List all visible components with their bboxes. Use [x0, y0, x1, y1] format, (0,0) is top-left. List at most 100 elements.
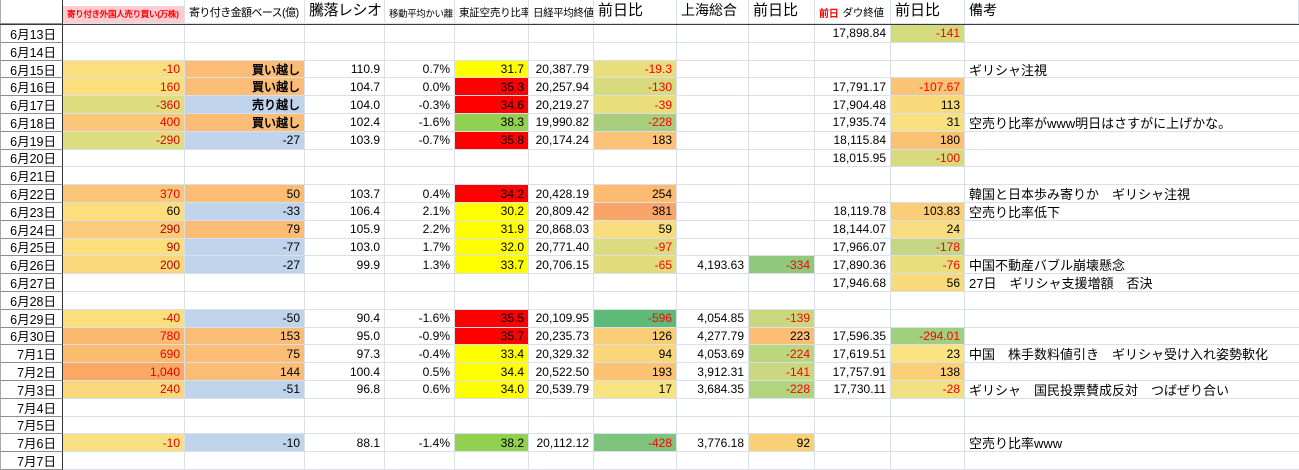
cell-short[interactable]: 38.2 [455, 434, 529, 453]
cell-dow[interactable] [815, 398, 891, 417]
cell-dow_chg[interactable]: -100 [891, 149, 965, 168]
cell-nikkei_chg[interactable] [594, 291, 677, 310]
cell-memo[interactable] [965, 399, 1299, 417]
cell-ma[interactable]: 0.4% [385, 185, 455, 203]
cell-nikkei_chg[interactable]: 126 [594, 327, 677, 346]
cell-shanghai_chg[interactable] [749, 96, 815, 114]
header-cell-dow[interactable]: 前日 ダウ終値 [815, 0, 891, 24]
cell-shanghai_chg[interactable]: -334 [749, 256, 815, 275]
cell-amount[interactable] [185, 274, 305, 292]
cell-amount[interactable]: 買い越し [185, 113, 305, 132]
cell-dow[interactable]: 17,619.51 [815, 345, 891, 364]
cell-shanghai_chg[interactable] [749, 202, 815, 221]
cell-memo[interactable] [965, 25, 1299, 43]
cell-dow[interactable] [815, 452, 891, 470]
cell-shanghai_chg[interactable]: -139 [749, 309, 815, 328]
cell-foreign[interactable] [63, 274, 185, 292]
cell-date[interactable]: 6月23日 [0, 202, 63, 221]
cell-memo[interactable] [965, 328, 1299, 346]
cell-short[interactable] [455, 416, 529, 435]
cell-ma[interactable]: -0.9% [385, 327, 455, 346]
cell-amount[interactable] [185, 149, 305, 168]
header-cell-dow_chg[interactable]: 前日比 [891, 0, 965, 24]
cell-nikkei_chg[interactable] [594, 149, 677, 168]
cell-date[interactable]: 6月30日 [0, 327, 63, 346]
cell-nikkei_chg[interactable]: -97 [594, 238, 677, 257]
header-cell-shanghai[interactable]: 上海総合 [677, 0, 749, 24]
cell-nikkei[interactable]: 20,387.79 [529, 60, 594, 79]
cell-ma[interactable] [385, 452, 455, 470]
cell-foreign[interactable]: 370 [63, 185, 185, 203]
cell-date[interactable]: 7月1日 [0, 345, 63, 364]
header-cell-amount[interactable]: 寄り付き金額ベース(億) [185, 0, 305, 24]
cell-dow[interactable]: 17,904.48 [815, 96, 891, 114]
cell-short[interactable]: 35.3 [455, 78, 529, 97]
cell-nikkei[interactable]: 20,868.03 [529, 220, 594, 239]
cell-amount[interactable]: -50 [185, 309, 305, 328]
cell-ma[interactable]: -0.3% [385, 96, 455, 114]
cell-shanghai_chg[interactable] [749, 149, 815, 168]
cell-short[interactable]: 34.2 [455, 185, 529, 203]
cell-dow_chg[interactable] [891, 60, 965, 79]
cell-shanghai[interactable] [677, 452, 749, 470]
cell-amount[interactable] [185, 416, 305, 435]
cell-ma[interactable] [385, 25, 455, 43]
header-cell-nikkei_chg[interactable]: 前日比 [594, 0, 677, 24]
cell-nikkei[interactable] [529, 416, 594, 435]
cell-ratio[interactable]: 88.1 [305, 434, 385, 453]
cell-ratio[interactable]: 104.7 [305, 78, 385, 97]
cell-shanghai[interactable]: 4,053.69 [677, 345, 749, 364]
cell-date[interactable]: 6月26日 [0, 256, 63, 275]
cell-shanghai[interactable] [677, 220, 749, 239]
cell-dow_chg[interactable]: -178 [891, 238, 965, 257]
cell-nikkei_chg[interactable] [594, 398, 677, 417]
cell-shanghai[interactable] [677, 149, 749, 168]
cell-dow[interactable] [815, 291, 891, 310]
cell-nikkei_chg[interactable] [594, 274, 677, 292]
cell-shanghai_chg[interactable] [749, 60, 815, 79]
cell-short[interactable]: 31.7 [455, 60, 529, 79]
cell-shanghai_chg[interactable] [749, 274, 815, 292]
cell-foreign[interactable] [63, 25, 185, 43]
cell-foreign[interactable] [63, 452, 185, 470]
cell-shanghai_chg[interactable]: -224 [749, 345, 815, 364]
cell-date[interactable]: 6月13日 [0, 25, 63, 43]
cell-nikkei_chg[interactable]: -19.3 [594, 60, 677, 79]
cell-foreign[interactable]: 290 [63, 220, 185, 239]
cell-shanghai[interactable] [677, 398, 749, 417]
cell-dow_chg[interactable] [891, 452, 965, 470]
cell-amount[interactable] [185, 25, 305, 43]
cell-short[interactable]: 33.4 [455, 345, 529, 364]
cell-date[interactable]: 6月20日 [0, 149, 63, 168]
cell-ma[interactable] [385, 167, 455, 186]
cell-ratio[interactable] [305, 25, 385, 43]
cell-nikkei_chg[interactable]: -596 [594, 309, 677, 328]
cell-nikkei[interactable]: 20,109.95 [529, 309, 594, 328]
cell-short[interactable] [455, 42, 529, 61]
cell-foreign[interactable] [63, 167, 185, 186]
cell-ma[interactable]: -0.4% [385, 345, 455, 364]
cell-nikkei_chg[interactable]: -130 [594, 78, 677, 97]
cell-short[interactable]: 35.8 [455, 131, 529, 150]
cell-dow_chg[interactable] [891, 398, 965, 417]
header-cell-memo[interactable]: 備考 [965, 0, 1299, 24]
cell-amount[interactable]: 50 [185, 185, 305, 203]
cell-memo[interactable]: ギリシャ 国民投票賛成反対 つばぜり合い [965, 381, 1299, 399]
cell-nikkei[interactable] [529, 452, 594, 470]
cell-dow_chg[interactable]: -141 [891, 25, 965, 43]
cell-dow[interactable] [815, 416, 891, 435]
cell-foreign[interactable] [63, 398, 185, 417]
cell-nikkei[interactable]: 20,809.42 [529, 202, 594, 221]
cell-ratio[interactable]: 105.9 [305, 220, 385, 239]
cell-dow_chg[interactable] [891, 42, 965, 61]
cell-shanghai_chg[interactable] [749, 238, 815, 257]
cell-date[interactable]: 7月4日 [0, 398, 63, 417]
cell-dow_chg[interactable]: 113 [891, 96, 965, 114]
cell-date[interactable]: 7月2日 [0, 363, 63, 381]
cell-memo[interactable] [965, 150, 1299, 168]
cell-dow[interactable]: 18,015.95 [815, 149, 891, 168]
cell-ma[interactable] [385, 416, 455, 435]
cell-memo[interactable] [965, 310, 1299, 328]
cell-shanghai[interactable] [677, 274, 749, 292]
cell-nikkei_chg[interactable] [594, 42, 677, 61]
